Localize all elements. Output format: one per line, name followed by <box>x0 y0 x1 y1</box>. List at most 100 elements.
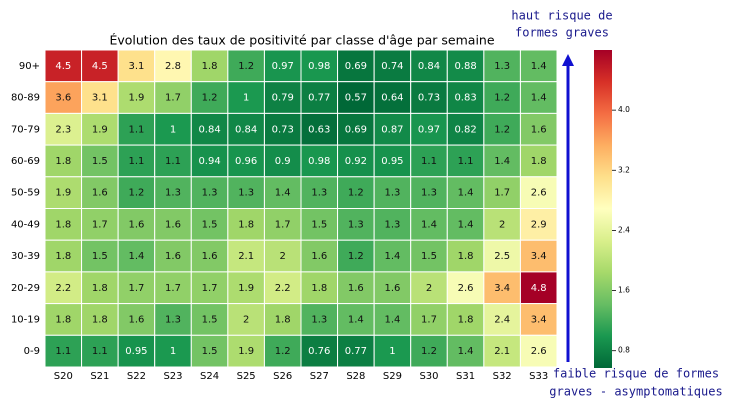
heatmap-cell <box>81 271 119 305</box>
heatmap-cell <box>81 112 119 146</box>
cell-label: 0.95 <box>125 346 147 357</box>
heatmap-cell <box>154 303 192 336</box>
cell-label: 1.2 <box>348 188 364 199</box>
heatmap-cell <box>154 334 192 368</box>
heatmap-cell <box>410 49 448 83</box>
cell-label: 1.5 <box>92 156 108 167</box>
cell-label: 0.97 <box>418 124 440 135</box>
cell-label: 1.3 <box>384 188 400 199</box>
heatmap-cell <box>519 239 558 273</box>
cell-label: 1.2 <box>348 251 364 262</box>
heatmap-cell <box>446 81 485 114</box>
cell-label: 1.6 <box>92 188 108 199</box>
cell-label: 1.1 <box>128 124 144 135</box>
heatmap-cell <box>410 334 448 368</box>
cell-label: 1 <box>170 124 176 135</box>
x-tick-label: S21 <box>90 371 109 382</box>
heatmap-cell <box>373 49 412 83</box>
cell-label: 4.8 <box>531 283 547 294</box>
heatmap-cell <box>337 303 375 336</box>
heatmap-cell <box>483 49 521 83</box>
y-tick-label: 20-29 <box>11 283 40 294</box>
heatmap-cell <box>483 81 521 114</box>
heatmap-cell <box>410 239 448 273</box>
cell-label: 0.96 <box>235 156 257 167</box>
cell-label: 1.6 <box>384 283 400 294</box>
cell-label: 1.8 <box>275 314 291 325</box>
cell-label: 0.84 <box>418 61 440 72</box>
y-tick-label: 30-39 <box>11 251 40 262</box>
cell-label: 1.2 <box>421 346 437 357</box>
heatmap-cell <box>410 271 448 305</box>
x-tick-label: S32 <box>493 371 512 382</box>
heatmap-cell <box>44 81 83 114</box>
cell-label: 2 <box>426 283 432 294</box>
colorbar-tick-label: 0.8 <box>618 346 630 355</box>
colorbar-tick-label: 2.4 <box>618 225 630 234</box>
cell-label: 0.92 <box>345 156 367 167</box>
cell-label: 2.3 <box>55 124 71 135</box>
cell-label: 0.88 <box>454 61 476 72</box>
cell-label: 0.77 <box>308 93 330 104</box>
heatmap-cell <box>373 271 412 305</box>
heatmap-cell <box>337 271 375 305</box>
cell-label: 3.1 <box>128 61 144 72</box>
heatmap-cell <box>373 81 412 114</box>
cell-label: 1.3 <box>238 188 254 199</box>
cell-label: 0.83 <box>454 93 476 104</box>
heatmap-cell <box>300 334 339 368</box>
cell-label: 1.1 <box>55 346 71 357</box>
cell-label: 1.8 <box>531 156 547 167</box>
cell-label: 1.2 <box>494 124 510 135</box>
heatmap-cell <box>483 271 521 305</box>
cell-label: 1.9 <box>92 124 108 135</box>
heatmap-cell <box>190 303 229 336</box>
annotation: faible risque de formes <box>553 367 719 381</box>
cell-label: 1.3 <box>494 61 510 72</box>
annotation: formes graves <box>515 26 609 40</box>
cell-label: 1.8 <box>458 251 474 262</box>
cell-label: 0.73 <box>418 93 440 104</box>
cell-label: 1.4 <box>275 188 291 199</box>
x-tick-label: S29 <box>383 371 402 382</box>
heatmap-cell <box>519 271 558 305</box>
chart-title: Évolution des taux de positivité par cla… <box>109 33 494 48</box>
heatmap-cell <box>81 49 119 83</box>
cell-label: 2.8 <box>165 61 181 72</box>
heatmap-cell <box>519 334 558 368</box>
cell-label: 1.9 <box>238 283 254 294</box>
cell-label: 2.9 <box>531 219 547 230</box>
heatmap-cell <box>446 176 485 210</box>
y-tick-label: 80-89 <box>11 93 40 104</box>
cell-label: 1.3 <box>311 188 327 199</box>
heatmap-cell <box>300 271 339 305</box>
heatmap-cell <box>190 334 229 368</box>
cell-label: 2.6 <box>458 283 474 294</box>
x-tick-label: S23 <box>163 371 182 382</box>
annotation: haut risque de <box>511 9 612 23</box>
heatmap-cell <box>373 208 412 241</box>
cell-label: 1.4 <box>531 93 547 104</box>
cell-label: 1.8 <box>55 314 71 325</box>
cell-label: 2.1 <box>238 251 254 262</box>
annotation: graves - asymptomatiques <box>549 385 722 399</box>
heatmap-cell <box>44 334 83 368</box>
x-tick-label: S30 <box>419 371 438 382</box>
cell-label: 1.1 <box>421 156 437 167</box>
cell-label: 1.8 <box>311 283 327 294</box>
cell-label: 1.6 <box>202 251 218 262</box>
cell-label: 0.84 <box>198 124 220 135</box>
cell-label: 4.5 <box>55 61 71 72</box>
cell-label: 3.4 <box>494 283 510 294</box>
heatmap-cell <box>519 144 558 178</box>
cell-label: 1.3 <box>165 188 181 199</box>
heatmap-cell <box>227 144 265 178</box>
cell-label: 1.9 <box>55 188 71 199</box>
cell-label: 1.6 <box>531 124 547 135</box>
cell-label: 1.1 <box>92 346 108 357</box>
cell-label: 0.64 <box>381 93 403 104</box>
heatmap-cell <box>44 112 83 146</box>
cell-label: 1 <box>170 346 176 357</box>
cell-label: 1.4 <box>458 188 474 199</box>
heatmap-cell <box>154 208 192 241</box>
